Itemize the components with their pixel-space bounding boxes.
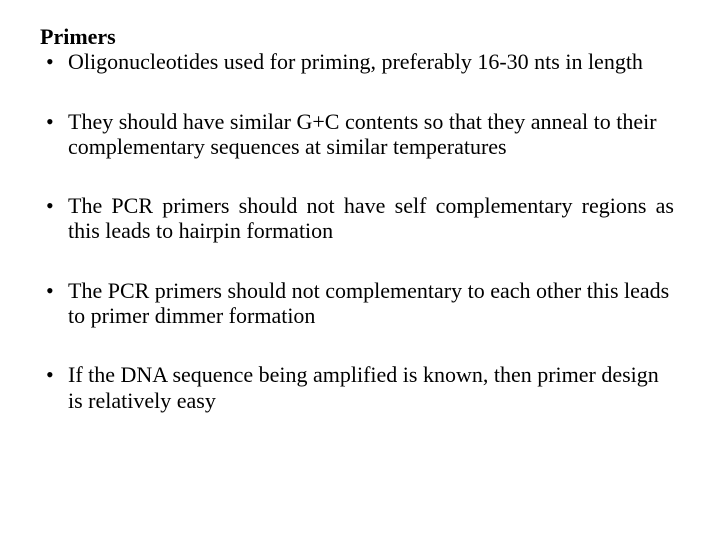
- slide-heading: Primers: [40, 24, 674, 49]
- bullet-list: Oligonucleotides used for priming, prefe…: [40, 49, 674, 413]
- bullet-text: Oligonucleotides used for priming, prefe…: [68, 49, 643, 74]
- slide: Primers Oligonucleotides used for primin…: [0, 0, 720, 540]
- bullet-text: The PCR primers should not have self com…: [68, 193, 674, 243]
- list-item: The PCR primers should not have self com…: [40, 193, 674, 244]
- bullet-text: The PCR primers should not complementary…: [68, 278, 669, 328]
- bullet-text: If the DNA sequence being amplified is k…: [68, 362, 659, 412]
- list-item: They should have similar G+C contents so…: [40, 109, 674, 160]
- list-item: If the DNA sequence being amplified is k…: [40, 362, 674, 413]
- list-item: Oligonucleotides used for priming, prefe…: [40, 49, 674, 74]
- bullet-text: They should have similar G+C contents so…: [68, 109, 657, 159]
- list-item: The PCR primers should not complementary…: [40, 278, 674, 329]
